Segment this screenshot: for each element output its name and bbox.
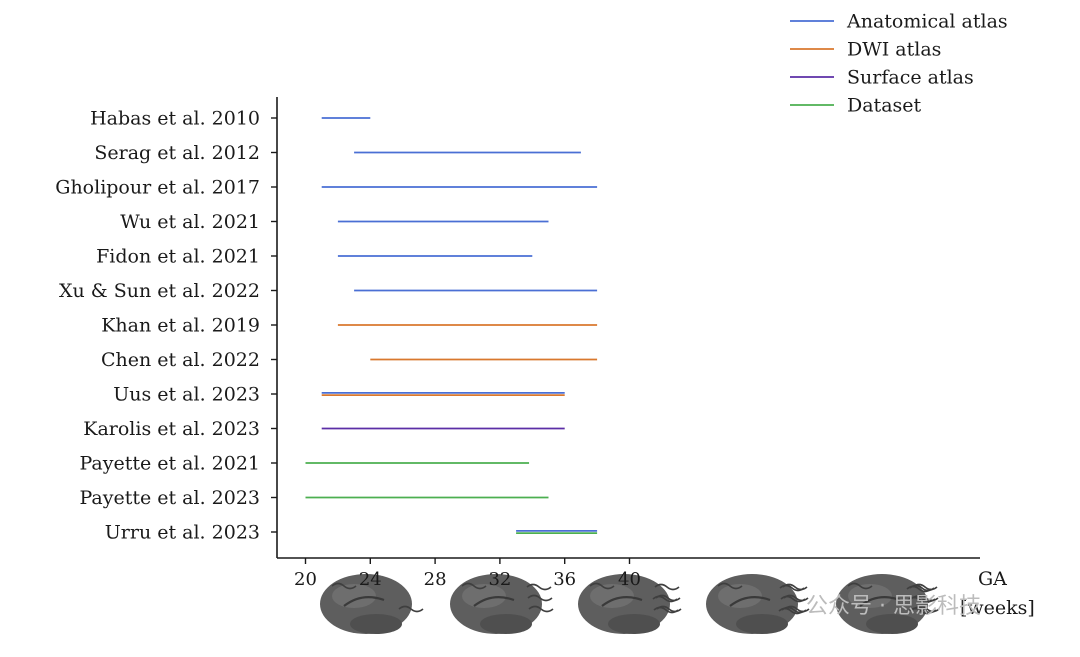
row-label: Fidon et al. 2021 bbox=[96, 246, 260, 268]
x-tick-label: 24 bbox=[359, 569, 382, 590]
brain-surface-icon bbox=[450, 574, 554, 634]
brain-surface-icon bbox=[836, 574, 940, 634]
brain-surface-icon bbox=[706, 574, 810, 634]
legend: Anatomical atlas DWI atlas Surface atlas Da… bbox=[790, 11, 1008, 117]
row-label: Urru et al. 2023 bbox=[105, 522, 260, 544]
brain-surface-icon bbox=[320, 574, 424, 634]
row-label: Chen et al. 2022 bbox=[101, 349, 260, 371]
row-label: Wu et al. 2021 bbox=[120, 211, 260, 233]
row-label: Payette et al. 2023 bbox=[79, 487, 260, 509]
legend-label: Dataset bbox=[847, 95, 922, 117]
watermark: 公众号 · 思影科技 bbox=[806, 594, 981, 619]
row-label: Serag et al. 2012 bbox=[94, 142, 260, 164]
row-label: Karolis et al. 2023 bbox=[83, 418, 260, 440]
legend-label: DWI atlas bbox=[847, 39, 941, 61]
row-label: Habas et al. 2010 bbox=[90, 108, 260, 130]
brain-images bbox=[320, 574, 940, 634]
x-tick-label: 28 bbox=[424, 569, 447, 590]
x-tick-label: 32 bbox=[488, 569, 511, 590]
row-label: Payette et al. 2021 bbox=[79, 453, 260, 475]
row-labels: Habas et al. 2010 Serag et al. 2012 Gholip… bbox=[55, 108, 277, 544]
legend-label: Surface atlas bbox=[847, 67, 974, 89]
row-label: Uus et al. 2023 bbox=[113, 384, 260, 406]
x-axis-unit-label: [weeks] bbox=[960, 597, 1035, 619]
brain-surface-icon bbox=[578, 574, 682, 634]
axes bbox=[276, 97, 980, 559]
row-label: Khan et al. 2019 bbox=[101, 315, 260, 337]
x-axis-label: GA bbox=[978, 568, 1007, 590]
x-tick-label: 36 bbox=[553, 569, 576, 590]
chart-bars bbox=[305, 117, 598, 534]
row-label: Xu & Sun et al. 2022 bbox=[59, 280, 260, 302]
x-tick-label: 40 bbox=[618, 569, 641, 590]
row-label: Gholipour et al. 2017 bbox=[55, 177, 260, 199]
legend-label: Anatomical atlas bbox=[846, 11, 1008, 33]
x-tick-label: 20 bbox=[294, 569, 317, 590]
x-ticks: 20 24 28 32 36 40 bbox=[294, 558, 641, 590]
